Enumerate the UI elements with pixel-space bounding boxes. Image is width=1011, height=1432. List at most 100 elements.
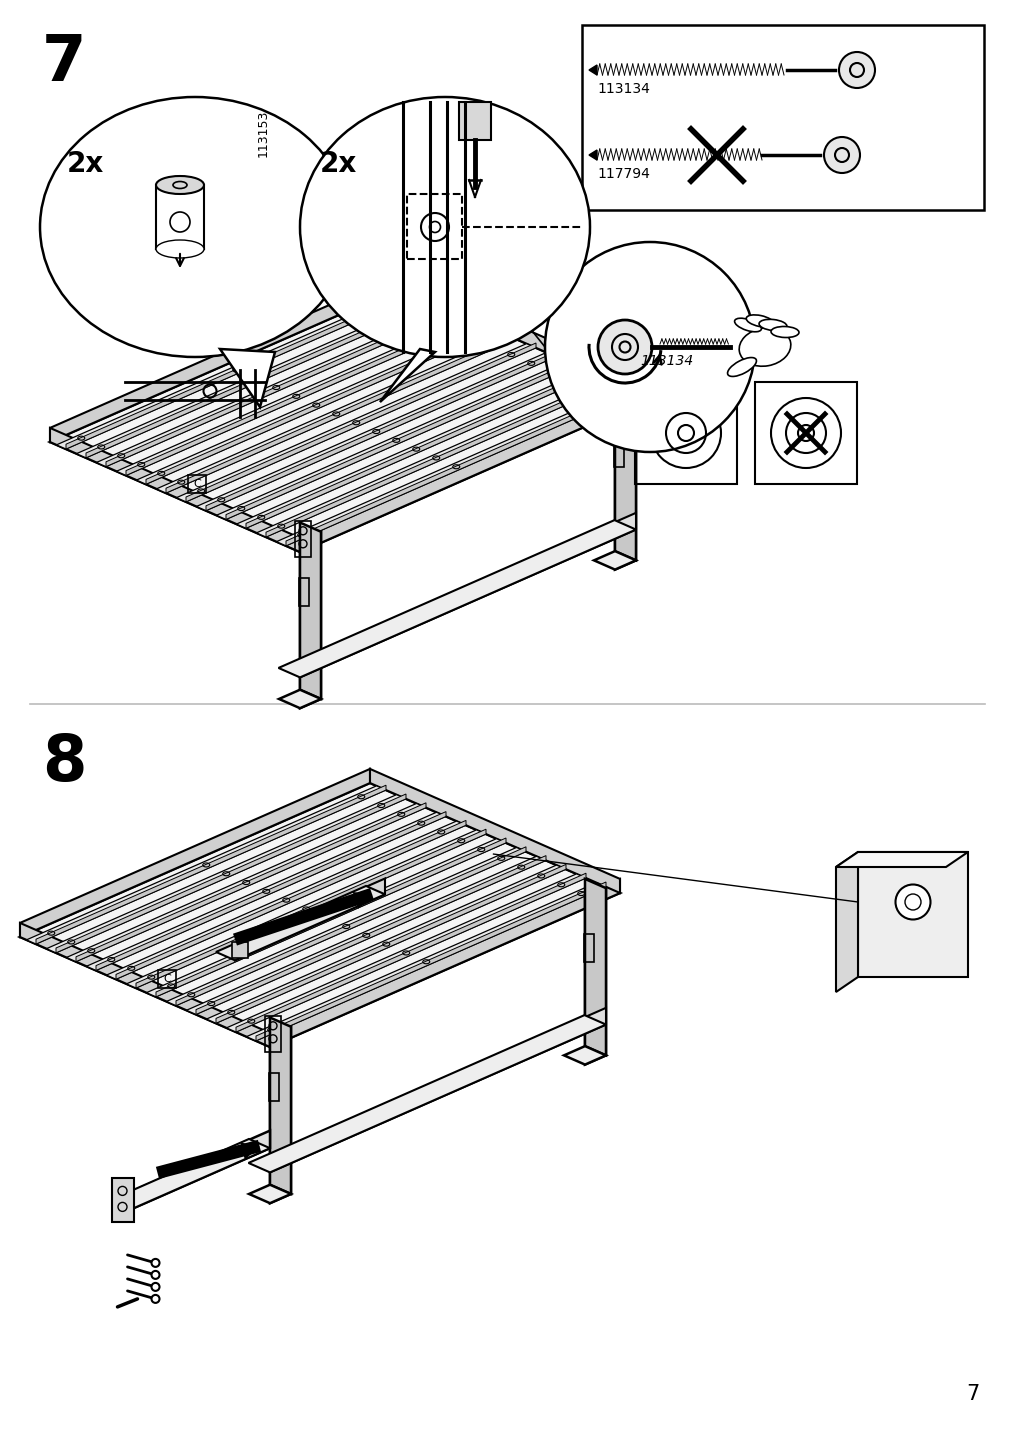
Polygon shape xyxy=(116,821,465,979)
Polygon shape xyxy=(196,855,546,1014)
Polygon shape xyxy=(86,299,436,458)
Text: 113153: 113153 xyxy=(257,110,270,158)
Ellipse shape xyxy=(697,410,708,420)
Polygon shape xyxy=(66,291,416,450)
Ellipse shape xyxy=(40,97,350,357)
Bar xyxy=(112,1179,134,1221)
Polygon shape xyxy=(56,793,405,952)
Ellipse shape xyxy=(738,328,790,367)
Ellipse shape xyxy=(598,319,651,374)
Text: 113134: 113134 xyxy=(639,354,693,368)
Polygon shape xyxy=(176,846,526,1005)
Ellipse shape xyxy=(758,319,787,331)
Polygon shape xyxy=(235,878,384,961)
Polygon shape xyxy=(286,387,635,546)
Polygon shape xyxy=(299,513,635,677)
Bar xyxy=(188,474,206,493)
Polygon shape xyxy=(278,520,635,677)
Ellipse shape xyxy=(152,1259,160,1267)
Polygon shape xyxy=(226,874,585,1032)
Polygon shape xyxy=(76,803,426,962)
Text: C: C xyxy=(193,478,201,488)
Polygon shape xyxy=(256,379,616,537)
Polygon shape xyxy=(299,531,320,709)
Polygon shape xyxy=(50,428,299,551)
Polygon shape xyxy=(156,838,506,997)
Polygon shape xyxy=(36,785,385,944)
Polygon shape xyxy=(26,786,385,944)
Bar xyxy=(754,382,856,484)
Text: 113134: 113134 xyxy=(596,82,649,96)
Polygon shape xyxy=(132,1131,270,1209)
Bar xyxy=(269,1073,279,1101)
Ellipse shape xyxy=(770,398,840,468)
Ellipse shape xyxy=(745,315,773,326)
Polygon shape xyxy=(857,852,968,977)
Polygon shape xyxy=(206,865,565,1024)
Ellipse shape xyxy=(727,358,755,377)
Polygon shape xyxy=(50,288,649,551)
Bar xyxy=(581,24,983,211)
Polygon shape xyxy=(276,388,635,546)
Bar xyxy=(583,934,593,962)
Polygon shape xyxy=(270,879,620,1047)
Polygon shape xyxy=(186,344,536,501)
Bar xyxy=(634,382,736,484)
Polygon shape xyxy=(57,291,416,450)
Ellipse shape xyxy=(650,398,720,468)
Polygon shape xyxy=(146,325,495,484)
Polygon shape xyxy=(186,856,546,1014)
Polygon shape xyxy=(588,150,596,160)
Polygon shape xyxy=(225,361,575,520)
Polygon shape xyxy=(126,316,475,475)
Polygon shape xyxy=(249,1015,606,1173)
Polygon shape xyxy=(196,352,555,511)
Polygon shape xyxy=(615,394,635,570)
Polygon shape xyxy=(106,308,456,467)
Polygon shape xyxy=(563,1047,606,1064)
Bar xyxy=(232,942,248,958)
Polygon shape xyxy=(399,274,649,398)
Ellipse shape xyxy=(895,885,929,919)
Polygon shape xyxy=(584,879,606,1055)
Ellipse shape xyxy=(697,368,708,378)
Polygon shape xyxy=(237,369,595,528)
Polygon shape xyxy=(247,882,606,1041)
Polygon shape xyxy=(135,829,485,988)
Polygon shape xyxy=(379,349,435,402)
Polygon shape xyxy=(835,852,857,992)
Polygon shape xyxy=(106,821,465,979)
Polygon shape xyxy=(126,831,485,988)
Bar xyxy=(159,969,176,988)
Polygon shape xyxy=(96,308,456,467)
Ellipse shape xyxy=(299,97,589,357)
Polygon shape xyxy=(20,783,620,1047)
Polygon shape xyxy=(584,888,606,1064)
Polygon shape xyxy=(270,1018,291,1194)
Ellipse shape xyxy=(156,176,204,193)
Ellipse shape xyxy=(156,241,204,258)
Ellipse shape xyxy=(734,318,760,332)
Polygon shape xyxy=(215,886,384,961)
Polygon shape xyxy=(86,812,446,971)
Bar xyxy=(295,521,310,557)
Polygon shape xyxy=(299,384,649,551)
Polygon shape xyxy=(111,1138,270,1209)
Text: 2x: 2x xyxy=(319,150,357,178)
Polygon shape xyxy=(266,378,616,537)
Bar xyxy=(614,440,624,467)
Polygon shape xyxy=(216,361,575,520)
Polygon shape xyxy=(370,769,620,894)
Bar xyxy=(265,1015,281,1051)
Polygon shape xyxy=(249,1184,291,1203)
Polygon shape xyxy=(157,335,516,493)
Polygon shape xyxy=(206,352,555,511)
Polygon shape xyxy=(136,326,495,484)
Polygon shape xyxy=(176,344,536,501)
Ellipse shape xyxy=(152,1283,160,1290)
Polygon shape xyxy=(256,882,606,1041)
Text: 8: 8 xyxy=(42,732,86,793)
Text: 2x: 2x xyxy=(67,150,104,178)
Polygon shape xyxy=(116,318,475,475)
Polygon shape xyxy=(20,922,270,1047)
